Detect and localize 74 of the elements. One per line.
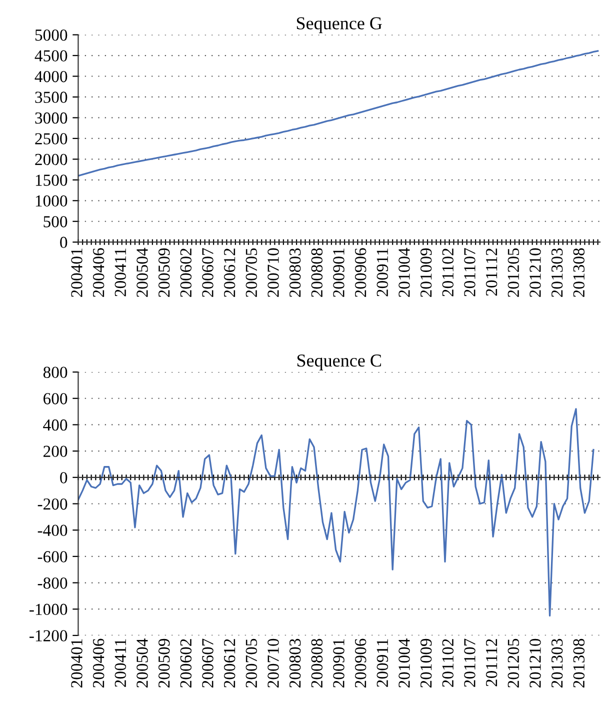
y-tick-label: 3500	[35, 92, 68, 103]
y-tick-label: 500	[44, 216, 68, 228]
x-tick-label: 200705	[246, 638, 258, 688]
y-tick-label: -1200	[30, 630, 68, 642]
x-tick-label: 200705	[246, 248, 258, 297]
x-tick-label: 200803	[289, 248, 301, 297]
y-tick-label: 1000	[36, 195, 68, 207]
x-tick-label: 200401	[71, 248, 82, 297]
x-tick-label: 201303	[551, 638, 563, 688]
x-tick-label: 200607	[202, 248, 214, 297]
x-tick-label: 200504	[136, 638, 148, 688]
x-tick-label: 201009	[420, 638, 432, 688]
y-tick-label: -600	[38, 551, 68, 562]
x-tick-label: 200602	[180, 248, 192, 297]
y-tick-label: 400	[43, 419, 68, 431]
x-tick-label: 200911	[376, 639, 388, 687]
x-tick-label: 200612	[224, 639, 236, 688]
y-tick-label: 200	[44, 446, 68, 458]
x-tick-label: 200808	[311, 248, 323, 297]
x-tick-label: 200504	[136, 248, 148, 297]
x-tick-label: 201308	[573, 638, 585, 688]
x-tick-label: 200607	[202, 638, 214, 688]
y-tick-label: 2500	[35, 133, 68, 144]
y-tick-label: -400	[38, 524, 68, 536]
x-tick-label: 200612	[224, 248, 236, 297]
x-tick-label: 200808	[311, 638, 323, 688]
x-tick-label: 200901	[333, 248, 344, 297]
y-tick-label: -1000	[30, 604, 68, 616]
x-tick-label: 200509	[158, 248, 170, 297]
x-tick-label: 200406	[92, 248, 104, 297]
x-tick-label: 201004	[398, 638, 410, 688]
x-tick-label: 200803	[289, 638, 301, 688]
chart-title: Sequence C	[297, 354, 381, 370]
y-tick-label: -200	[38, 498, 68, 510]
y-tick-label: 5000	[35, 29, 68, 41]
line-series	[78, 50, 599, 177]
y-tick-label: 3000	[35, 112, 68, 124]
y-tick-label: 0	[60, 472, 68, 484]
chart-title: Sequence G	[296, 17, 382, 34]
x-tick-label: 201210	[530, 638, 541, 688]
x-tick-label: 201107	[464, 248, 476, 296]
y-tick-label: 1500	[36, 174, 68, 186]
x-tick-label: 200710	[268, 638, 279, 688]
x-tick-label: 200411	[114, 639, 126, 687]
x-tick-label: 200906	[354, 248, 366, 297]
x-tick-label: 201308	[573, 248, 585, 297]
x-tick-label: 201102	[442, 639, 454, 687]
x-tick-label: 200401	[71, 639, 82, 688]
y-tick-label: 4000	[34, 70, 68, 82]
x-tick-label: 201102	[442, 248, 454, 296]
y-tick-label: 4500	[34, 50, 68, 62]
x-tick-label: 201210	[530, 248, 541, 297]
y-tick-label: 0	[60, 236, 68, 248]
x-tick-label: 201004	[398, 248, 410, 297]
x-tick-label: 201205	[508, 638, 520, 688]
x-tick-label: 200411	[114, 248, 126, 296]
x-tick-label: 201303	[551, 248, 563, 297]
y-tick-label: 2000	[35, 154, 68, 166]
x-tick-label: 201112	[486, 248, 498, 296]
y-tick-label: 600	[44, 393, 68, 404]
x-tick-label: 201009	[420, 248, 432, 297]
x-tick-label: 200911	[376, 248, 388, 296]
x-tick-label: 201205	[508, 248, 520, 297]
x-tick-label: 200906	[354, 638, 366, 688]
y-tick-label: -800	[38, 577, 68, 589]
y-tick-label: 800	[43, 366, 68, 378]
x-tick-label: 200602	[180, 639, 192, 688]
x-tick-label: 200710	[268, 248, 279, 297]
x-tick-label: 201107	[464, 638, 476, 687]
x-tick-label: 200509	[158, 638, 170, 688]
line-series	[78, 408, 594, 617]
x-tick-label: 201112	[486, 639, 498, 686]
x-tick-label: 200406	[92, 638, 104, 688]
x-tick-label: 200901	[333, 639, 344, 688]
